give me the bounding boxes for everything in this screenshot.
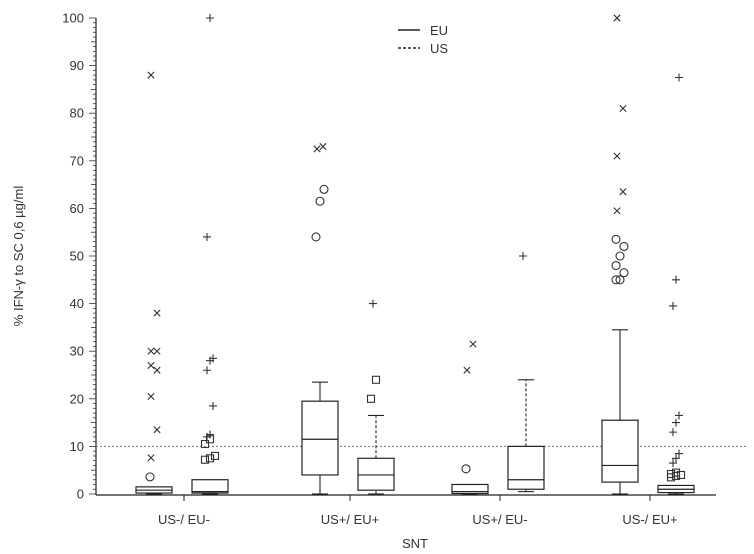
outlier-x — [147, 71, 155, 79]
outlier-square — [676, 470, 686, 480]
x-tick-label: US+/ EU+ — [321, 512, 380, 527]
box-rect — [601, 419, 639, 483]
outlier-plus — [209, 401, 217, 410]
y-tick-label: 10 — [70, 439, 84, 454]
outlier-plus — [206, 14, 214, 22]
outlier-circle — [619, 241, 629, 252]
x-tick-label: US+/ EU- — [472, 512, 527, 527]
outlier-x — [153, 347, 161, 355]
outlier-circle — [319, 184, 329, 194]
y-tick-label: 20 — [70, 391, 84, 406]
outlier-circle — [611, 234, 621, 244]
outlier-plus — [203, 232, 211, 241]
outlier-circle — [315, 196, 325, 206]
outlier-x — [153, 366, 161, 374]
box-eu — [135, 71, 173, 495]
outlier-plus — [203, 366, 211, 375]
outlier-x — [319, 142, 327, 151]
outlier-square — [371, 375, 381, 384]
y-tick-label: 90 — [70, 58, 84, 73]
outlier-plus — [669, 428, 677, 437]
outlier-square — [671, 468, 681, 477]
outlier-x — [147, 347, 155, 355]
box-eu — [451, 340, 489, 495]
outlier-x — [313, 145, 321, 153]
legend: EU US — [398, 23, 448, 56]
outlier-circle — [619, 268, 629, 278]
x-axis-title: SNT — [402, 536, 428, 551]
outlier-square — [666, 469, 676, 479]
box-us — [507, 252, 545, 493]
box-rect — [357, 457, 395, 491]
box-rect — [451, 483, 489, 495]
outlier-plus — [209, 354, 217, 363]
outlier-plus — [675, 73, 683, 82]
box-eu — [301, 142, 339, 495]
outlier-circle — [611, 260, 621, 271]
legend-eu-label: EU — [430, 23, 448, 38]
box-rect — [507, 445, 545, 490]
box-us — [191, 14, 229, 495]
x-tick-label: US-/ EU- — [158, 512, 210, 527]
outlier-plus — [672, 454, 680, 463]
box-rect — [191, 479, 229, 494]
y-tick-label: 80 — [70, 106, 84, 121]
outlier-square — [205, 454, 215, 463]
outlier-plus — [669, 301, 677, 310]
box-rect — [301, 400, 339, 476]
outlier-square — [200, 455, 210, 464]
outlier-circle — [311, 232, 321, 242]
box-us — [357, 299, 395, 495]
outlier-x — [153, 309, 161, 317]
outlier-plus — [206, 430, 214, 439]
outlier-circle — [615, 275, 625, 285]
outlier-x — [613, 14, 621, 22]
y-tick-label: 0 — [77, 487, 84, 502]
y-tick-label: 70 — [70, 153, 84, 168]
outlier-circle — [611, 275, 621, 285]
outlier-x — [613, 152, 621, 160]
boxes-group — [135, 14, 695, 495]
outlier-circle — [615, 251, 625, 261]
outlier-plus — [675, 411, 683, 420]
outlier-square — [366, 394, 376, 403]
outlier-plus — [675, 449, 683, 458]
x-tick-label: US-/ EU+ — [622, 512, 677, 527]
outlier-x — [147, 392, 155, 401]
outlier-circle — [461, 464, 471, 474]
y-tick-label: 100 — [62, 11, 84, 26]
outlier-plus — [672, 275, 680, 284]
outlier-square — [210, 451, 220, 460]
y-axis-title: % IFN-γ to SC 0,6 µg/ml — [11, 186, 26, 327]
outlier-x — [463, 366, 471, 374]
box-us — [657, 73, 695, 495]
outlier-x — [153, 426, 161, 434]
outlier-x — [469, 340, 477, 348]
y-tick-label: 50 — [70, 249, 84, 264]
box-eu — [601, 14, 639, 495]
outlier-circle — [145, 472, 155, 482]
outlier-plus — [369, 299, 377, 308]
outlier-x — [619, 104, 627, 113]
outlier-x — [619, 188, 627, 196]
outlier-x — [147, 361, 155, 370]
outlier-x — [147, 454, 155, 462]
legend-us-label: US — [430, 41, 448, 56]
outlier-square — [200, 439, 210, 449]
outlier-x — [613, 207, 621, 215]
y-tick-label: 30 — [70, 344, 84, 359]
outlier-plus — [669, 459, 677, 468]
outlier-plus — [672, 418, 680, 427]
outlier-plus — [519, 252, 527, 260]
axes: 0 10 20 30 40 50 60 70 80 90 100 US-/ EU- US+/ EU+ US… — [62, 11, 716, 527]
y-tick-label: 40 — [70, 296, 84, 311]
y-tick-label: 60 — [70, 201, 84, 216]
